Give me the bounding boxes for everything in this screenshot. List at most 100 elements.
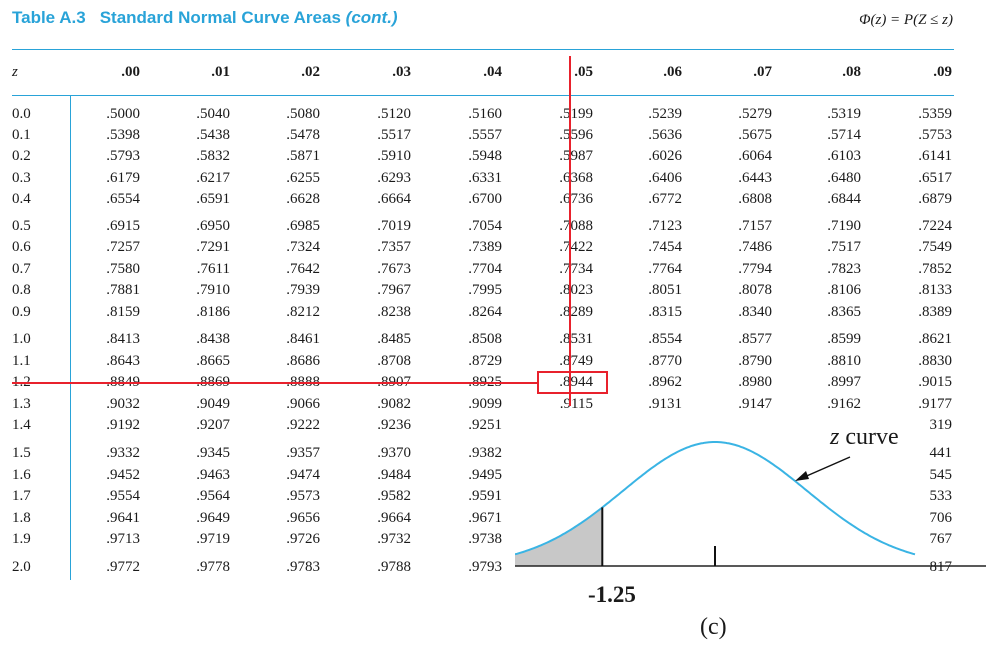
table-cell: .7823: [827, 261, 861, 277]
table-cell: .7454: [648, 239, 682, 255]
table-cell: .5478: [286, 127, 320, 143]
table-number: Table A.3: [12, 8, 86, 27]
shaded-area: [515, 507, 603, 566]
table-cell: .8159: [106, 304, 140, 320]
table-cell: .7422: [559, 239, 593, 255]
table-cell: 545: [929, 467, 953, 483]
table-cell: .6103: [827, 148, 861, 164]
table-cell: .8749: [559, 353, 593, 369]
table-cell: .8051: [648, 282, 682, 298]
table-cell: .9115: [559, 396, 593, 412]
highlight-row-line: [12, 382, 537, 384]
table-cell: .6700: [468, 191, 502, 207]
panel-label: (c): [700, 614, 727, 640]
table-cell: .8830: [918, 353, 952, 369]
table-cell: .6844: [827, 191, 861, 207]
z-value: 1.5: [12, 445, 31, 461]
table-cell: .9564: [196, 488, 230, 504]
table-cell: .7157: [738, 218, 772, 234]
column-header: .00: [121, 64, 140, 80]
column-header: .07: [753, 64, 772, 80]
table-cell: .7967: [377, 282, 411, 298]
table-cell: 767: [929, 531, 953, 547]
table-cell: .8554: [648, 331, 682, 347]
table-cell: .9192: [106, 417, 140, 433]
table-cell: .7734: [559, 261, 593, 277]
table-cell: .5596: [559, 127, 593, 143]
table-cell: .9099: [468, 396, 502, 412]
table-cell: .6480: [827, 170, 861, 186]
column-header: .08: [842, 64, 861, 80]
z-value: 1.9: [12, 531, 31, 547]
table-cell: .9332: [106, 445, 140, 461]
table-cell: .5120: [377, 106, 411, 122]
table-cell: 706: [929, 510, 953, 526]
table-cell: .7642: [286, 261, 320, 277]
table-cell: .5040: [196, 106, 230, 122]
top-rule: [12, 49, 954, 50]
table-cell: .9147: [738, 396, 772, 412]
table-cell: .5000: [106, 106, 140, 122]
z-value: 1.3: [12, 396, 31, 412]
table-cell: .7389: [468, 239, 502, 255]
table-cell: 441: [929, 445, 953, 461]
table-cell: .9649: [196, 510, 230, 526]
table-cell: .9131: [648, 396, 682, 412]
table-cell: .8508: [468, 331, 502, 347]
column-header: .09: [933, 64, 952, 80]
table-cell: .9495: [468, 467, 502, 483]
z-curve-label: z curve: [830, 424, 899, 451]
table-cell: .7486: [738, 239, 772, 255]
column-header: .06: [663, 64, 682, 80]
z-value: 1.4: [12, 417, 31, 433]
table-cell: .5557: [468, 127, 502, 143]
z-value: 0.9: [12, 304, 31, 320]
table-cell: .9738: [468, 531, 502, 547]
column-header: .05: [574, 64, 593, 80]
table-cell: .8665: [196, 353, 230, 369]
table-cell: .8577: [738, 331, 772, 347]
table-cell: .9793: [468, 559, 502, 575]
table-cell: .9357: [286, 445, 320, 461]
table-cell: .5239: [648, 106, 682, 122]
table-cell: .7764: [648, 261, 682, 277]
table-cell: .9713: [106, 531, 140, 547]
table-cell: .8461: [286, 331, 320, 347]
table-cell: .6255: [286, 170, 320, 186]
table-cell: .5832: [196, 148, 230, 164]
table-cell: .8810: [827, 353, 861, 369]
z-value: 0.5: [12, 218, 31, 234]
table-cell: .6179: [106, 170, 140, 186]
table-cell: .6331: [468, 170, 502, 186]
table-cell: .9082: [377, 396, 411, 412]
highlight-column-line: [569, 56, 571, 406]
table-cell: .7088: [559, 218, 593, 234]
table-cell: .9032: [106, 396, 140, 412]
table-cell: .9345: [196, 445, 230, 461]
table-cell: .8708: [377, 353, 411, 369]
table-cell: .9671: [468, 510, 502, 526]
table-cell: .6554: [106, 191, 140, 207]
table-cell: .9788: [377, 559, 411, 575]
table-cell: .5199: [559, 106, 593, 122]
table-cell: .9251: [468, 417, 502, 433]
z-value: 0.0: [12, 106, 31, 122]
table-cell: .9463: [196, 467, 230, 483]
z-curve-label-z: z: [830, 424, 840, 450]
table-cell: .9641: [106, 510, 140, 526]
table-cell: .9370: [377, 445, 411, 461]
table-cell: .7549: [918, 239, 952, 255]
arrow-head-icon: [795, 471, 809, 481]
column-header: .04: [483, 64, 502, 80]
z-value: 1.6: [12, 467, 31, 483]
highlight-cell-box: [537, 371, 608, 394]
table-cell: .9554: [106, 488, 140, 504]
table-cell: .5080: [286, 106, 320, 122]
z-value: 0.3: [12, 170, 31, 186]
table-cell: .5279: [738, 106, 772, 122]
table-cell: .9177: [918, 396, 952, 412]
table-cell: 817: [929, 559, 953, 575]
table-cell: .5517: [377, 127, 411, 143]
table-cell: .8997: [827, 374, 861, 390]
table-cell: 319: [929, 417, 953, 433]
